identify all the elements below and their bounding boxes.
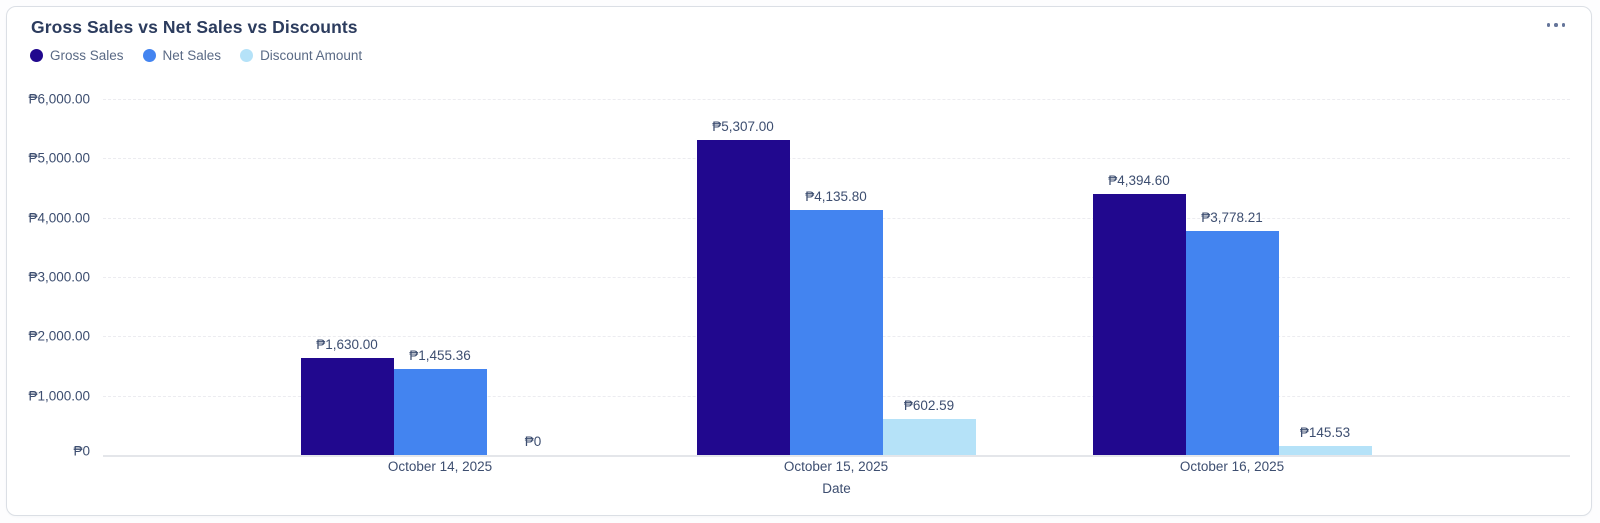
y-axis-tick-label: ₱6,000.00 — [28, 91, 90, 107]
y-axis-tick-label: ₱2,000.00 — [28, 328, 90, 344]
ellipsis-dot — [1561, 23, 1565, 27]
x-axis-tick-label: October 16, 2025 — [1179, 459, 1285, 474]
legend-item-net-sales[interactable]: Net Sales — [142, 48, 222, 63]
bar-net-sales[interactable] — [789, 209, 883, 455]
bar-gross-sales[interactable] — [300, 358, 394, 455]
bar-discount-amount[interactable] — [882, 419, 976, 455]
legend-item-gross-sales[interactable]: Gross Sales — [30, 48, 124, 63]
x-axis-tick-label: October 14, 2025 — [387, 459, 493, 474]
bar-value-label: ₱145.53 — [1299, 425, 1351, 441]
ellipsis-icon[interactable] — [1543, 19, 1570, 31]
y-gridline — [103, 99, 1570, 100]
legend-item-discount-amount[interactable]: Discount Amount — [240, 48, 362, 63]
y-axis-tick-label: ₱3,000.00 — [28, 269, 90, 285]
bar-value-label: ₱4,135.80 — [805, 188, 867, 204]
y-axis-tick-label: ₱5,000.00 — [28, 150, 90, 166]
y-axis-tick-label: ₱1,000.00 — [28, 388, 90, 404]
y-axis-tick-label: ₱0 — [73, 443, 90, 459]
legend-label: Discount Amount — [260, 48, 363, 63]
bar-value-label: ₱3,778.21 — [1201, 209, 1263, 225]
bar-value-label: ₱0 — [524, 434, 542, 449]
legend-dot-icon — [240, 49, 254, 62]
x-axis-line — [103, 455, 1570, 457]
bar-value-label: ₱1,455.36 — [409, 347, 471, 363]
bar-gross-sales[interactable] — [696, 140, 790, 455]
bar-discount-amount[interactable] — [1278, 446, 1372, 455]
x-axis-title: Date — [822, 481, 851, 496]
bar-net-sales[interactable] — [1185, 230, 1279, 455]
y-axis-tick-label: ₱4,000.00 — [28, 210, 90, 226]
chart-title: Gross Sales vs Net Sales vs Discounts — [31, 17, 358, 37]
ellipsis-dot — [1546, 23, 1550, 27]
ellipsis-dot — [1554, 23, 1558, 27]
legend-dot-icon — [30, 49, 43, 62]
bar-gross-sales[interactable] — [1092, 194, 1186, 455]
bar-value-label: ₱1,630.00 — [316, 337, 378, 353]
legend-dot-icon — [142, 49, 156, 62]
legend-label: Gross Sales — [50, 48, 124, 63]
bar-value-label: ₱4,394.60 — [1108, 173, 1170, 189]
chart-legend: Gross Sales Net Sales Discount Amount — [30, 48, 362, 63]
legend-label: Net Sales — [162, 48, 222, 63]
bar-value-label: ₱5,307.00 — [712, 119, 774, 135]
x-axis-tick-label: October 15, 2025 — [783, 459, 889, 474]
bar-net-sales[interactable] — [393, 368, 487, 455]
y-gridline — [103, 158, 1570, 160]
bar-value-label: ₱602.59 — [903, 398, 955, 414]
